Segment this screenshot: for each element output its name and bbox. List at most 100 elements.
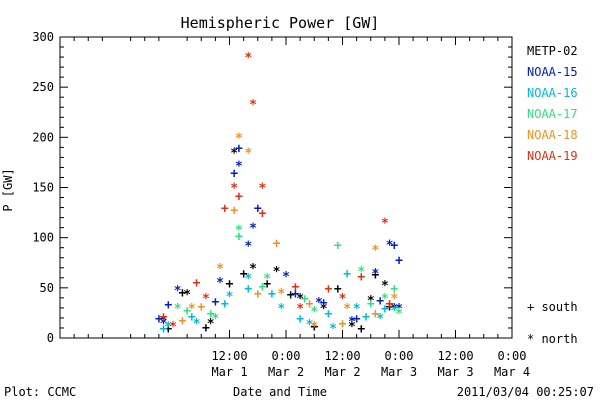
series-noaa-19: ++++++ +++********* bbox=[160, 51, 394, 335]
point-south: + bbox=[254, 202, 262, 217]
point-north: * bbox=[390, 292, 398, 307]
series-noaa-17: + +++++++******** bbox=[174, 224, 403, 327]
point-north: * bbox=[386, 239, 394, 254]
series-noaa-15: ++ ++++++++++************ bbox=[155, 141, 403, 332]
point-south: + bbox=[390, 282, 398, 297]
point-south: + bbox=[372, 268, 380, 283]
point-south: + bbox=[390, 239, 398, 254]
point-south: + bbox=[292, 287, 300, 302]
point-north: * bbox=[306, 318, 314, 333]
point-north: * bbox=[263, 272, 271, 287]
point-north: * bbox=[353, 302, 361, 317]
point-north: * bbox=[372, 244, 380, 259]
point-south: + bbox=[310, 320, 318, 335]
y-axis: 0 50 100 150 200 250 300 bbox=[32, 30, 512, 345]
point-south: + bbox=[334, 282, 342, 297]
point-north: * bbox=[381, 292, 389, 307]
y-tick-label: 250 bbox=[32, 80, 54, 94]
point-north: * bbox=[216, 262, 224, 277]
point-south: + bbox=[183, 304, 191, 319]
marker-key-north: * north bbox=[527, 332, 578, 346]
point-north: * bbox=[193, 317, 201, 332]
x-tick-sublabel: Mar 3 bbox=[381, 365, 417, 379]
x-tick-label: 12:00 bbox=[324, 349, 360, 363]
point-north: * bbox=[329, 322, 337, 337]
series-metp-02: ++++++++++++***** ******* bbox=[160, 146, 399, 337]
point-south: + bbox=[188, 310, 196, 325]
series-noaa-16: ++++ ++ ++++* ***** **** bbox=[160, 267, 399, 337]
point-north: * bbox=[207, 317, 215, 332]
point-south: + bbox=[164, 322, 172, 337]
point-south: + bbox=[244, 282, 252, 297]
point-north: * bbox=[395, 302, 403, 317]
point-north: * bbox=[230, 182, 238, 197]
data-points: ++++++++++++***** *******++ ++++++++++****… bbox=[155, 51, 403, 337]
y-tick-label: 200 bbox=[32, 130, 54, 144]
point-north: * bbox=[235, 224, 243, 239]
point-south: + bbox=[334, 239, 342, 254]
point-north: * bbox=[277, 302, 285, 317]
point-south: + bbox=[268, 287, 276, 302]
point-south: + bbox=[301, 292, 309, 307]
point-south: + bbox=[306, 297, 314, 312]
point-south: + bbox=[235, 190, 243, 205]
point-north: * bbox=[235, 131, 243, 146]
point-south: + bbox=[292, 280, 300, 295]
point-south: + bbox=[386, 300, 394, 315]
point-north: * bbox=[395, 307, 403, 322]
legend: METP-02 NOAA-15 NOAA-16 NOAA-17 NOAA-18 NOAA-… bbox=[527, 44, 578, 163]
point-north: * bbox=[249, 98, 257, 113]
point-south: + bbox=[164, 298, 172, 313]
x-tick-label: 0:00 bbox=[498, 349, 527, 363]
point-south: + bbox=[211, 295, 219, 310]
point-north: * bbox=[310, 305, 318, 320]
point-north: * bbox=[211, 312, 219, 327]
point-north: * bbox=[348, 315, 356, 330]
x-tick-label: 12:00 bbox=[211, 349, 247, 363]
point-south: + bbox=[353, 312, 361, 327]
x-tick-sublabel: Mar 4 bbox=[494, 365, 530, 379]
point-south: + bbox=[287, 288, 295, 303]
point-north: * bbox=[376, 312, 384, 327]
point-south: + bbox=[202, 321, 210, 336]
legend-item: NOAA-16 bbox=[527, 86, 578, 100]
point-south: + bbox=[155, 312, 163, 327]
point-north: * bbox=[230, 146, 238, 161]
y-tick-label: 300 bbox=[32, 30, 54, 44]
point-south: + bbox=[362, 310, 370, 325]
point-south: + bbox=[221, 202, 229, 217]
point-north: * bbox=[249, 262, 257, 277]
point-north: * bbox=[381, 279, 389, 294]
point-north: * bbox=[226, 290, 234, 305]
legend-item: NOAA-15 bbox=[527, 65, 578, 79]
point-south: + bbox=[179, 314, 187, 329]
point-north: * bbox=[296, 292, 304, 307]
legend-item: METP-02 bbox=[527, 44, 578, 58]
point-south: + bbox=[254, 287, 262, 302]
point-south: + bbox=[381, 302, 389, 317]
x-tick-sublabel: Mar 2 bbox=[268, 365, 304, 379]
point-north: * bbox=[296, 302, 304, 317]
point-north: * bbox=[390, 302, 398, 317]
point-south: + bbox=[367, 297, 375, 312]
x-tick-label: 0:00 bbox=[272, 349, 301, 363]
point-north: * bbox=[174, 302, 182, 317]
point-north: * bbox=[372, 267, 380, 282]
point-south: + bbox=[324, 282, 332, 297]
point-north: * bbox=[188, 302, 196, 317]
marker-key-south: + south bbox=[527, 300, 578, 314]
point-south: + bbox=[230, 166, 238, 181]
x-tick-label: 0:00 bbox=[385, 349, 414, 363]
point-north: * bbox=[315, 296, 323, 311]
point-north: * bbox=[339, 292, 347, 307]
point-north: * bbox=[259, 182, 267, 197]
point-south: + bbox=[339, 317, 347, 332]
legend-item: NOAA-19 bbox=[527, 149, 578, 163]
y-tick-label: 150 bbox=[32, 181, 54, 195]
legend-item: NOAA-17 bbox=[527, 107, 578, 121]
footer-timestamp: 2011/03/04 00:25:07 bbox=[457, 385, 594, 399]
point-south: + bbox=[193, 276, 201, 291]
x-tick-sublabel: Mar 1 bbox=[211, 365, 247, 379]
point-north: * bbox=[381, 217, 389, 232]
